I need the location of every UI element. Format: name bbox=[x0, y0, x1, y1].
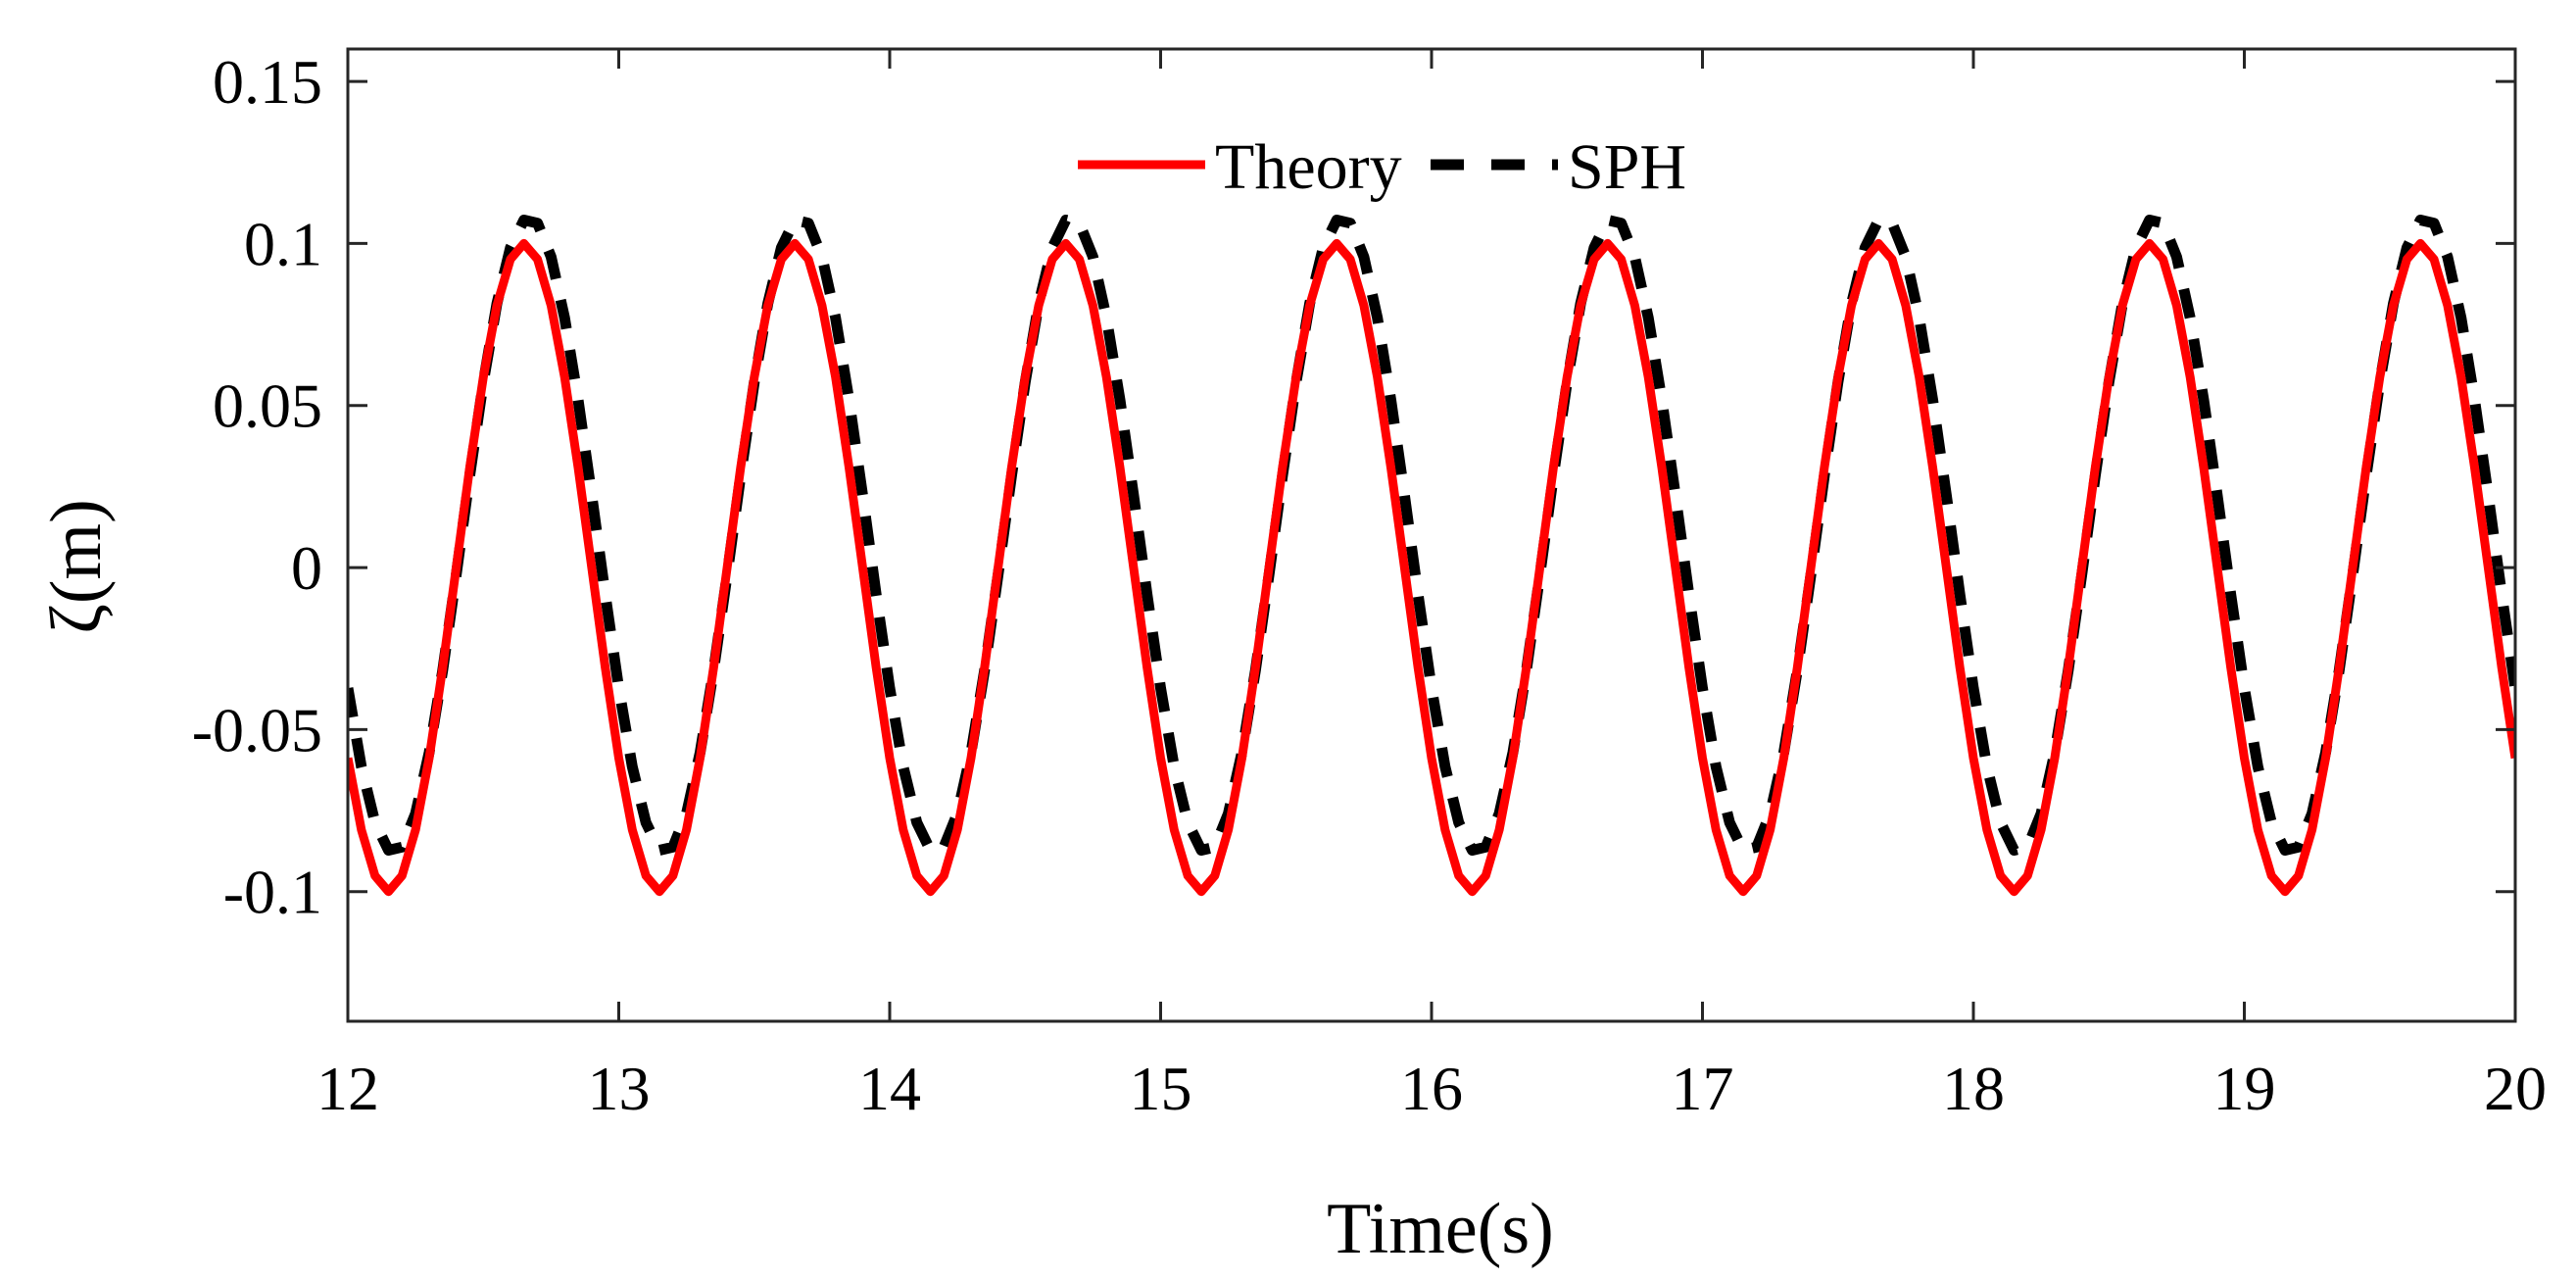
y-tick-label: -0.05 bbox=[192, 695, 322, 764]
y-tick-label: -0.1 bbox=[223, 858, 322, 927]
x-tick-label: 19 bbox=[2213, 1054, 2276, 1123]
series-line-theory bbox=[348, 238, 2515, 897]
x-tick-label: 16 bbox=[1400, 1054, 1463, 1123]
x-tick-label: 13 bbox=[588, 1054, 651, 1123]
y-tick-label: 0 bbox=[291, 533, 322, 603]
legend-label-sph: SPH bbox=[1568, 131, 1686, 203]
x-tick-label: 14 bbox=[858, 1054, 921, 1123]
y-tick-label: 0.15 bbox=[213, 47, 322, 117]
legend-label-theory: Theory bbox=[1215, 131, 1402, 203]
x-axis: 12 13 14 15 16 17 18 19 20 bbox=[316, 49, 2547, 1123]
x-tick-label: 20 bbox=[2484, 1054, 2547, 1123]
y-axis-label: ζ(m) bbox=[36, 499, 117, 634]
x-axis-label: Time(s) bbox=[1327, 1189, 1554, 1269]
x-tick-label: 18 bbox=[1942, 1054, 2005, 1123]
plot-area bbox=[346, 47, 2517, 1023]
x-tick-label: 15 bbox=[1130, 1054, 1192, 1123]
x-tick-label: 17 bbox=[1672, 1054, 1734, 1123]
x-tick-label: 12 bbox=[316, 1054, 379, 1123]
y-tick-label: 0.1 bbox=[244, 209, 322, 278]
legend: Theory SPH bbox=[1078, 131, 1686, 203]
y-axis: 0.15 0.1 0.05 0 -0.05 -0.1 bbox=[192, 47, 2515, 927]
y-tick-label: 0.05 bbox=[213, 371, 322, 441]
